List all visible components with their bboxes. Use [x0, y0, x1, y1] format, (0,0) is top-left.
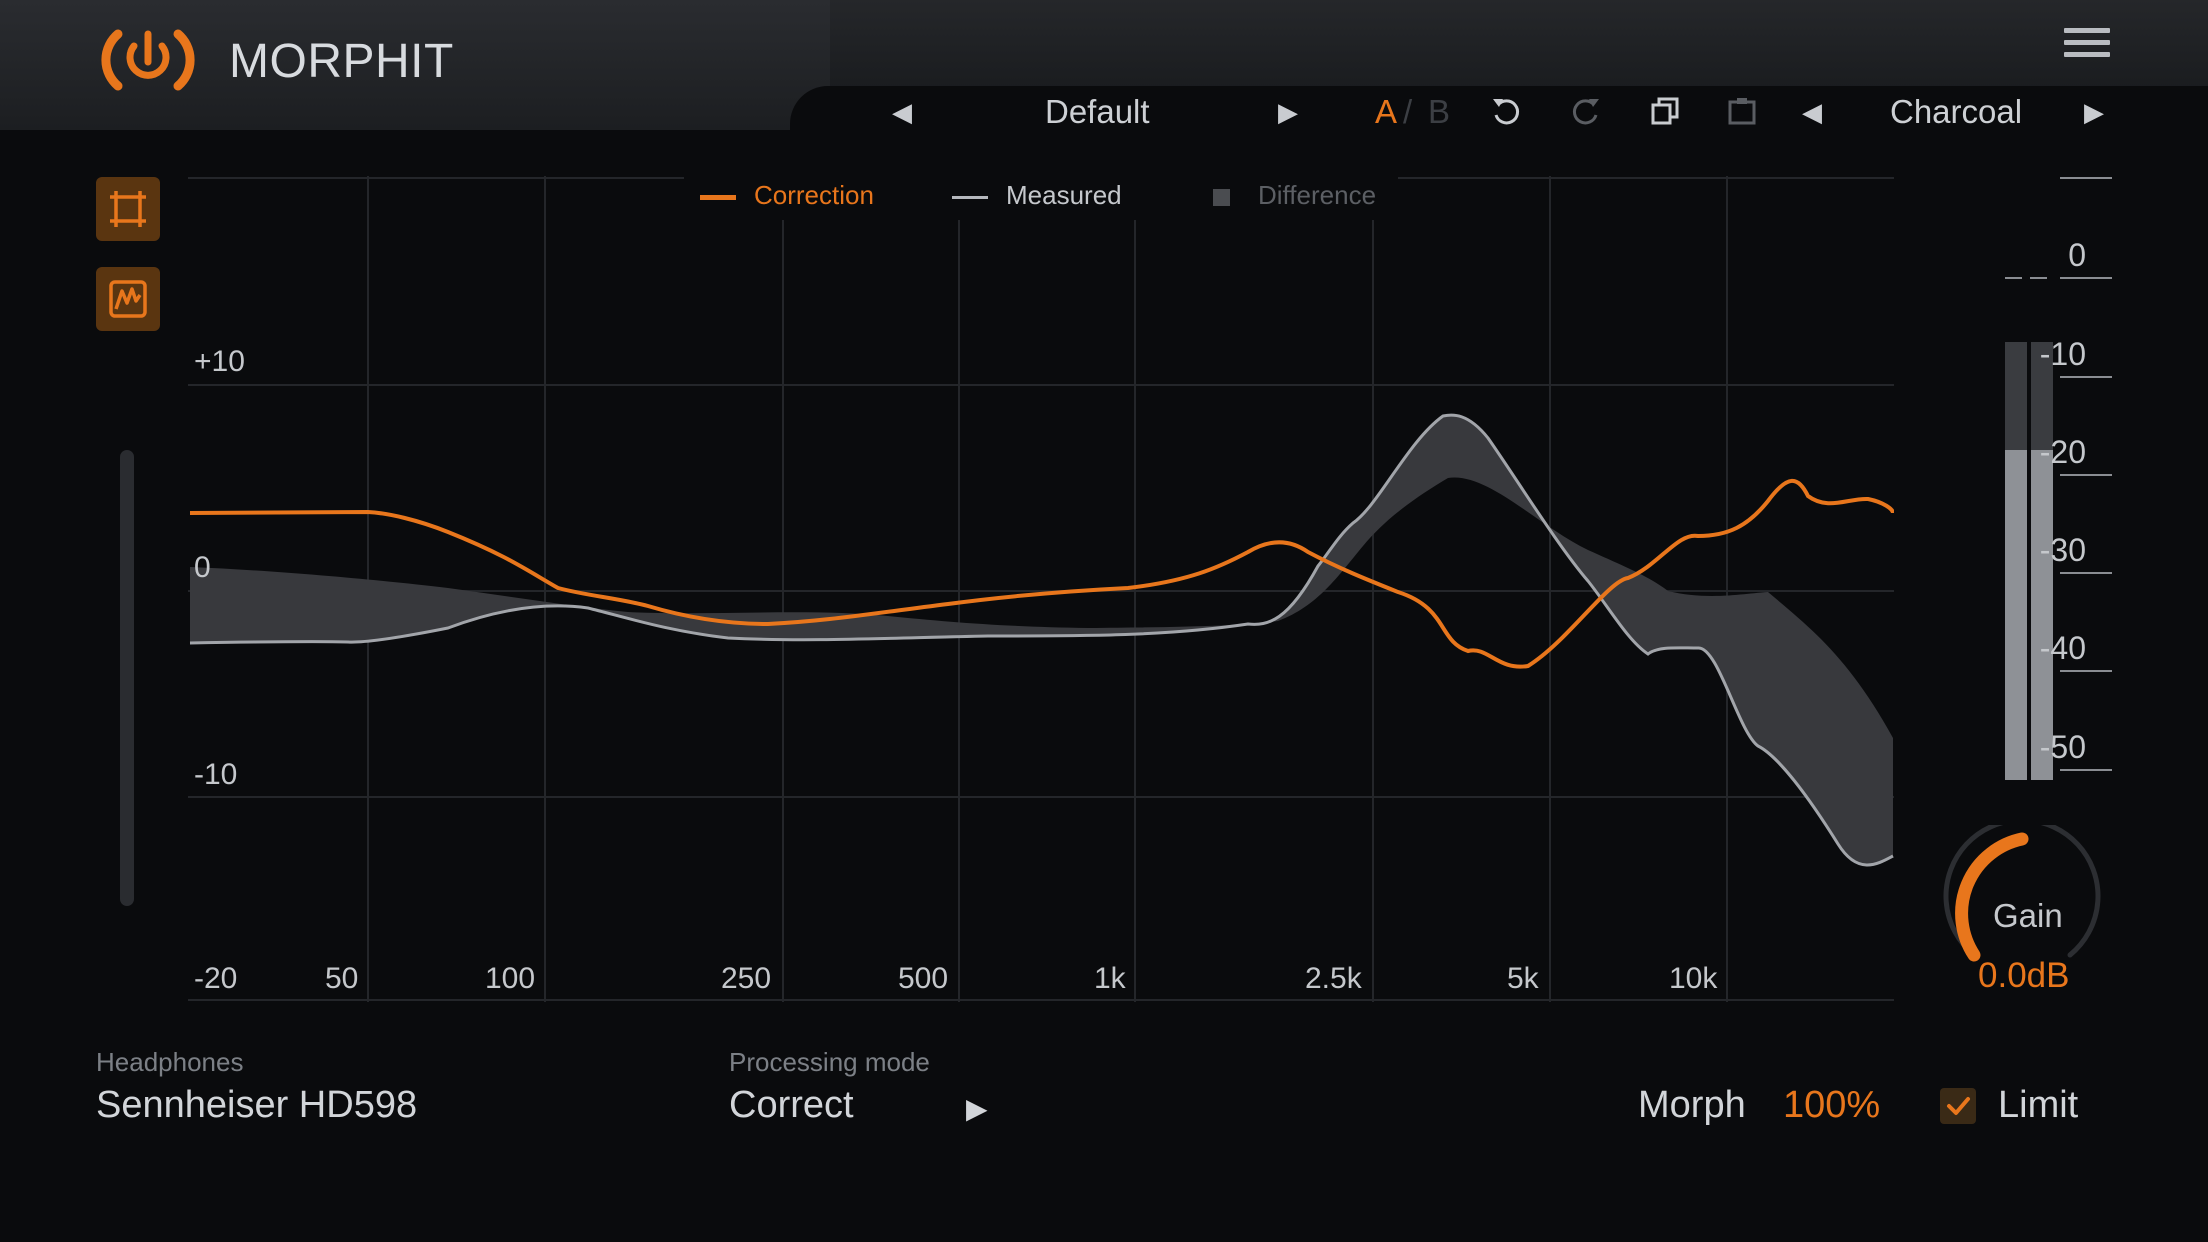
legend-correction-label: Correction — [754, 180, 874, 210]
morph-label: Morph — [1638, 1084, 1746, 1126]
crop-icon — [110, 191, 146, 227]
legend-measured-label: Measured — [1006, 180, 1122, 210]
preset-next-button[interactable]: ▶ — [1278, 97, 1298, 127]
y-label: +10 — [194, 345, 245, 378]
correction-curve — [189, 478, 1894, 669]
toolbar — [790, 86, 2208, 132]
limit-label: Limit — [1998, 1084, 2079, 1126]
x-label: 100 — [485, 962, 536, 995]
eq-graph[interactable] — [188, 176, 1894, 1002]
theme-next-button[interactable]: ▶ — [2084, 97, 2104, 127]
undo-icon[interactable] — [1490, 95, 1522, 127]
meter-tick-label: -30 — [2039, 532, 2086, 568]
meter-tick-label: -20 — [2039, 434, 2086, 470]
gain-label: Gain — [1993, 897, 2063, 934]
theme-name[interactable]: Charcoal — [1890, 93, 2023, 130]
level-meter — [2005, 177, 2112, 780]
legend-difference[interactable]: Difference — [1213, 180, 1376, 211]
header-panel — [0, 0, 830, 130]
x-label: 50 — [325, 962, 359, 995]
preset-prev-button[interactable]: ◀ — [892, 97, 912, 127]
limit-checkbox[interactable] — [1940, 1088, 1976, 1124]
y-label: -10 — [194, 758, 238, 791]
legend — [684, 172, 1398, 220]
analyzer-button[interactable] — [96, 267, 160, 331]
copy-icon[interactable] — [1650, 96, 1680, 126]
x-label: 250 — [721, 962, 772, 995]
vertical-zoom-scrollbar[interactable] — [120, 450, 134, 906]
meter-tick-label: -50 — [2039, 729, 2086, 765]
headphones-label: Headphones — [96, 1047, 244, 1077]
x-label: 10k — [1669, 962, 1718, 995]
processing-mode-next-button[interactable]: ▶ — [966, 1093, 988, 1124]
meter-tick-label: -40 — [2039, 630, 2086, 666]
crop-view-button[interactable] — [96, 177, 160, 241]
gain-value[interactable]: 0.0dB — [1978, 956, 2070, 995]
y-label: 0 — [194, 551, 211, 584]
correction-swatch — [700, 194, 736, 200]
power-logo-icon[interactable] — [100, 24, 196, 96]
y-label: -20 — [194, 962, 238, 995]
legend-correction[interactable]: Correction — [700, 180, 874, 211]
legend-measured[interactable]: Measured — [952, 180, 1122, 211]
meter-left-level — [2005, 450, 2027, 780]
meter-tick-label: -10 — [2039, 336, 2086, 372]
meter-tick-label: 0 — [2068, 237, 2086, 273]
morph-value[interactable]: 100% — [1783, 1084, 1881, 1126]
x-label: 2.5k — [1305, 962, 1362, 995]
measured-swatch — [952, 195, 988, 199]
hamburger-menu-icon[interactable] — [2064, 28, 2110, 58]
x-label: 500 — [898, 962, 949, 995]
gain-knob[interactable] — [1932, 825, 2112, 1005]
check-icon — [1947, 1097, 1970, 1115]
ab-separator: / — [1403, 93, 1413, 130]
ab-b-button[interactable]: B — [1428, 93, 1451, 130]
theme-prev-button[interactable]: ◀ — [1802, 97, 1822, 127]
x-label: 1k — [1094, 962, 1126, 995]
analyzer-icon — [109, 280, 147, 318]
difference-swatch — [1213, 188, 1230, 206]
processing-mode-select[interactable]: Correct — [729, 1084, 854, 1126]
ab-a-button[interactable]: A — [1375, 93, 1398, 130]
app-title: MORPHIT — [229, 35, 454, 88]
meter-right-level — [2031, 450, 2053, 780]
processing-mode-label: Processing mode — [729, 1047, 930, 1077]
preset-name[interactable]: Default — [1045, 93, 1150, 130]
legend-difference-label: Difference — [1258, 180, 1377, 210]
x-label: 5k — [1507, 962, 1539, 995]
measured-curve — [189, 413, 1894, 867]
paste-icon[interactable] — [1727, 96, 1757, 126]
redo-icon[interactable] — [1570, 95, 1602, 127]
headphones-select[interactable]: Sennheiser HD598 — [96, 1084, 418, 1126]
